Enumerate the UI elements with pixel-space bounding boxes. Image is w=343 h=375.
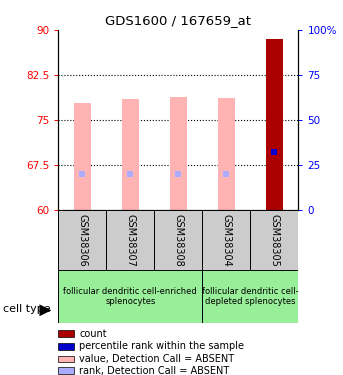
- Text: rank, Detection Call = ABSENT: rank, Detection Call = ABSENT: [79, 366, 230, 375]
- Bar: [58, 330, 74, 337]
- Bar: [106, 210, 154, 270]
- Bar: [202, 270, 298, 322]
- Text: GSM38308: GSM38308: [173, 214, 184, 266]
- Text: percentile rank within the sample: percentile rank within the sample: [79, 341, 245, 351]
- Bar: [58, 367, 74, 374]
- Bar: [154, 210, 202, 270]
- Text: follicular dendritic cell-
depleted splenocytes: follicular dendritic cell- depleted sple…: [202, 286, 299, 306]
- Polygon shape: [39, 304, 51, 316]
- Bar: [250, 210, 298, 270]
- Text: follicular dendritic cell-enriched
splenocytes: follicular dendritic cell-enriched splen…: [63, 286, 197, 306]
- Text: value, Detection Call = ABSENT: value, Detection Call = ABSENT: [79, 354, 235, 364]
- Text: cell type: cell type: [3, 304, 51, 314]
- Text: count: count: [79, 328, 107, 339]
- Text: GSM38304: GSM38304: [221, 214, 232, 266]
- Bar: [218, 98, 235, 210]
- Bar: [122, 99, 139, 210]
- Bar: [202, 210, 250, 270]
- Bar: [58, 356, 74, 362]
- Bar: [74, 103, 91, 210]
- Text: GSM38306: GSM38306: [77, 214, 87, 266]
- Text: GSM38307: GSM38307: [125, 213, 135, 266]
- Bar: [170, 97, 187, 210]
- Text: GSM38305: GSM38305: [269, 213, 280, 266]
- Bar: [58, 270, 202, 322]
- Bar: [266, 39, 283, 210]
- Bar: [58, 343, 74, 350]
- Title: GDS1600 / 167659_at: GDS1600 / 167659_at: [105, 15, 251, 27]
- Bar: [58, 210, 106, 270]
